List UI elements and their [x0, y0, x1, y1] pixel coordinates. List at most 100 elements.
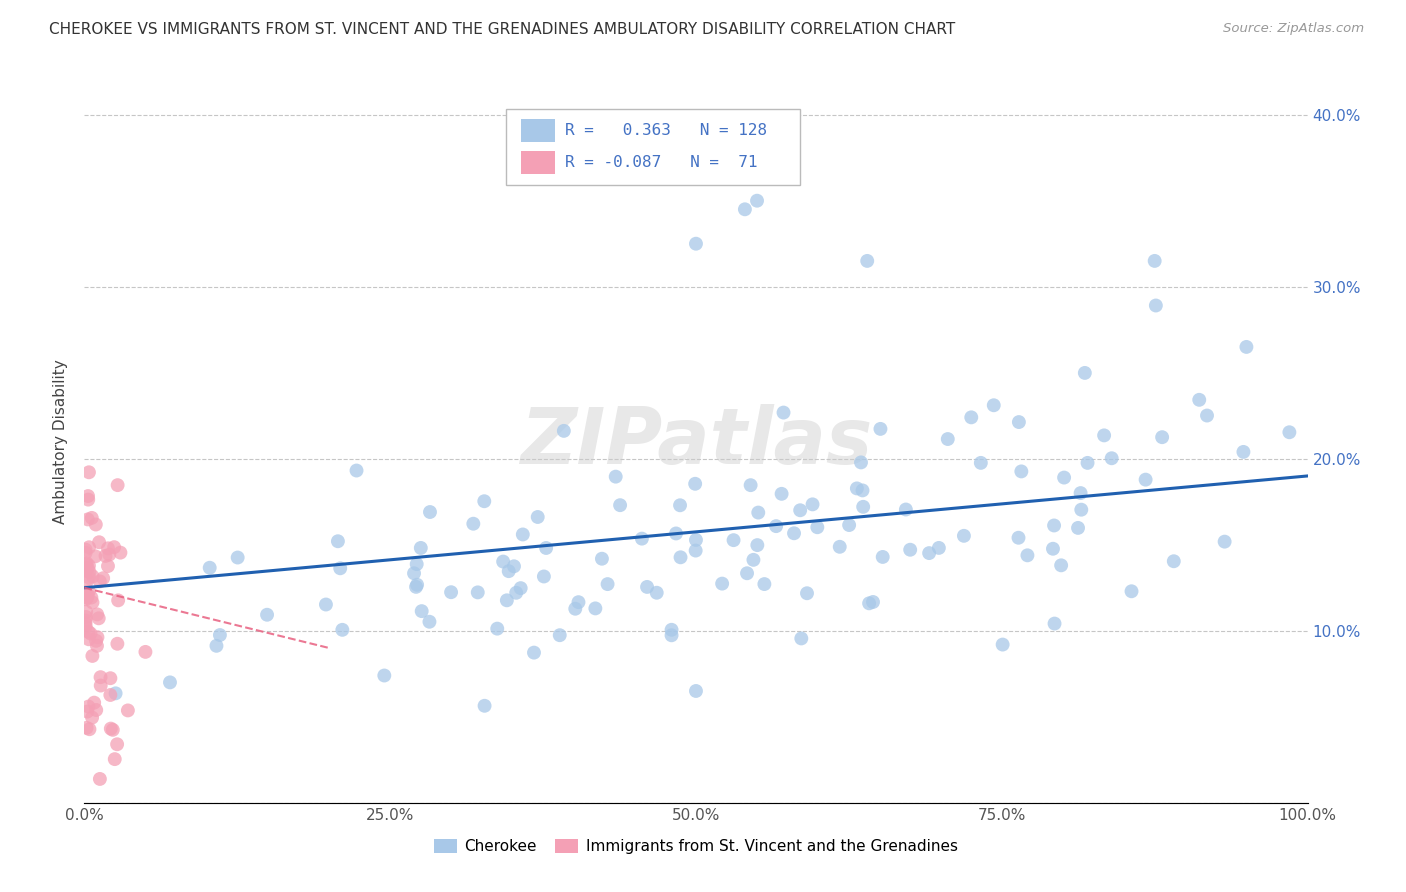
Point: [645, 586, 668, 600]
Point: [472, 494, 495, 508]
Point: [523, 646, 546, 660]
Point: [1043, 616, 1066, 631]
Point: [534, 541, 557, 555]
Point: [87, 611, 110, 625]
Point: [533, 569, 555, 583]
Point: [107, 593, 129, 607]
Point: [505, 586, 527, 600]
Point: [1152, 430, 1174, 444]
Point: [740, 478, 762, 492]
Point: [105, 637, 128, 651]
Point: [77, 624, 100, 639]
Point: [90, 679, 112, 693]
Point: [1121, 584, 1143, 599]
Point: [567, 595, 589, 609]
Point: [82, 595, 104, 609]
Point: [1195, 409, 1218, 423]
Point: [685, 684, 707, 698]
Point: [84, 633, 107, 648]
Point: [75, 614, 97, 628]
Point: [498, 564, 520, 578]
Point: [86, 639, 108, 653]
Point: [75, 620, 97, 634]
Point: [373, 668, 395, 682]
Point: [1010, 464, 1032, 478]
Point: [765, 519, 787, 533]
Point: [86, 607, 108, 622]
Point: [76, 512, 98, 526]
Point: [683, 476, 706, 491]
Point: [851, 483, 873, 498]
Point: [661, 623, 683, 637]
Point: [898, 542, 921, 557]
Point: [84, 703, 107, 717]
Point: [76, 588, 98, 602]
Point: [79, 723, 101, 737]
Text: R =   0.363   N = 128: R = 0.363 N = 128: [565, 122, 768, 137]
Point: [256, 607, 278, 622]
Point: [789, 503, 811, 517]
Point: [661, 628, 683, 642]
Point: [1070, 502, 1092, 516]
Point: [80, 710, 103, 724]
Point: [503, 559, 526, 574]
Point: [87, 535, 110, 549]
Point: [1163, 554, 1185, 568]
Point: [806, 520, 828, 534]
Bar: [522, 119, 555, 142]
Point: [75, 585, 97, 599]
Point: [77, 558, 100, 573]
Point: [103, 540, 125, 554]
Point: [98, 688, 121, 702]
Point: [801, 497, 824, 511]
Point: [685, 543, 707, 558]
Point: [1067, 521, 1090, 535]
Point: [330, 623, 353, 637]
Point: [80, 511, 103, 525]
Point: [894, 502, 917, 516]
Bar: [522, 151, 555, 174]
Point: [82, 569, 104, 583]
Point: [474, 698, 496, 713]
Point: [346, 463, 368, 477]
Point: [669, 498, 692, 512]
Point: [591, 551, 613, 566]
Point: [936, 432, 959, 446]
Point: [1101, 451, 1123, 466]
Point: [205, 639, 228, 653]
Point: [1043, 518, 1066, 533]
Point: [1143, 253, 1166, 268]
Point: [1074, 366, 1097, 380]
Point: [1008, 415, 1031, 429]
Point: [1050, 558, 1073, 573]
Point: [79, 565, 101, 579]
Point: [406, 578, 429, 592]
Point: [419, 505, 441, 519]
Point: [983, 398, 1005, 412]
Point: [609, 498, 631, 512]
Point: [100, 722, 122, 736]
Point: [117, 703, 139, 717]
Point: [828, 540, 851, 554]
Point: [1144, 298, 1167, 312]
Point: [75, 546, 97, 560]
Point: [89, 772, 111, 786]
Point: [852, 500, 875, 514]
Point: [77, 492, 100, 507]
Point: [526, 510, 548, 524]
Point: [953, 529, 976, 543]
Point: [669, 550, 692, 565]
Point: [495, 593, 517, 607]
Point: [1017, 549, 1039, 563]
Point: [84, 517, 107, 532]
Point: [329, 561, 352, 575]
Point: [198, 560, 221, 574]
Point: [76, 574, 98, 588]
Text: ZIPatlas: ZIPatlas: [520, 403, 872, 480]
Point: [75, 592, 97, 607]
Point: [869, 422, 891, 436]
Point: [326, 534, 349, 549]
Point: [856, 253, 879, 268]
Point: [1213, 534, 1236, 549]
Point: [872, 549, 894, 564]
